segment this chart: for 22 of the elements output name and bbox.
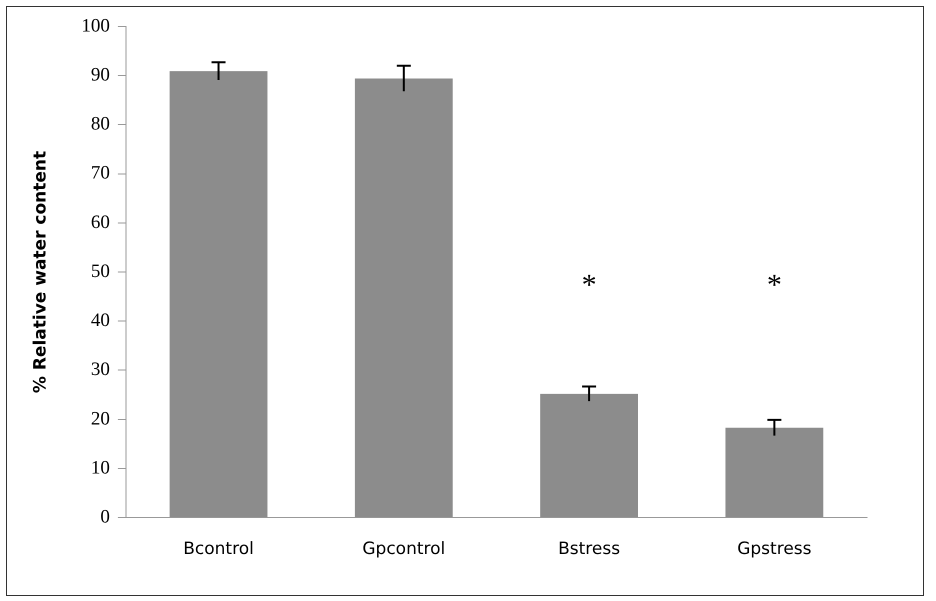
- bar: [540, 394, 638, 518]
- x-tick-label: Gpcontrol: [362, 539, 446, 560]
- y-tick-label: 20: [90, 408, 110, 430]
- y-tick-label: 60: [90, 212, 110, 233]
- y-tick-label: 100: [81, 15, 110, 36]
- y-tick-label: 30: [90, 359, 110, 380]
- y-axis-title: % Relative water content: [30, 150, 51, 394]
- bar: [725, 428, 824, 518]
- y-tick-label: 70: [90, 162, 110, 184]
- x-tick-label: Bstress: [558, 539, 620, 560]
- annotation: *: [582, 268, 597, 302]
- x-tick-label: Bcontrol: [183, 539, 254, 560]
- annotation: *: [766, 268, 782, 302]
- bar: [354, 78, 453, 518]
- y-tick-label: 40: [90, 310, 110, 332]
- y-tick-label: 0: [100, 506, 110, 528]
- y-tick-label: 80: [90, 114, 110, 135]
- y-tick-label: 10: [90, 457, 110, 478]
- y-tick-label: 50: [90, 260, 110, 282]
- bar: [170, 71, 268, 518]
- x-tick-label: Gpstress: [737, 539, 812, 560]
- y-tick-label: 90: [90, 64, 110, 86]
